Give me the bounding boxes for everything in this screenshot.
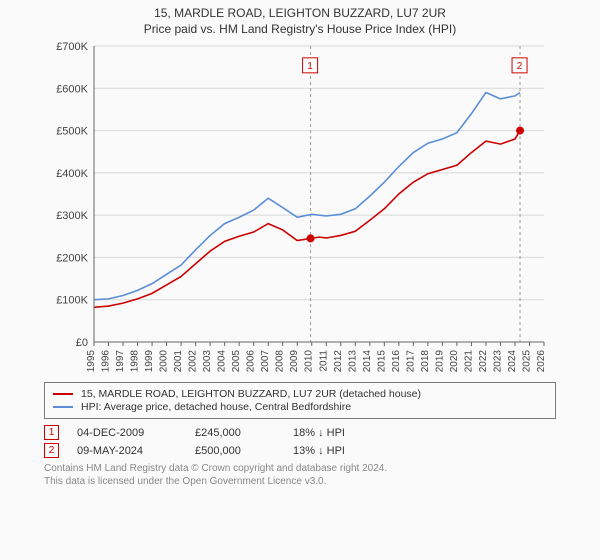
svg-text:2015: 2015: [376, 350, 387, 373]
svg-text:2003: 2003: [202, 350, 213, 373]
legend-swatch: [53, 406, 73, 408]
legend-label: 15, MARDLE ROAD, LEIGHTON BUZZARD, LU7 2…: [81, 388, 421, 400]
attribution-footer: Contains HM Land Registry data © Crown c…: [44, 462, 556, 488]
svg-text:£300K: £300K: [56, 210, 88, 222]
svg-text:2001: 2001: [173, 350, 184, 373]
footer-line-1: Contains HM Land Registry data © Crown c…: [44, 462, 556, 475]
svg-text:2018: 2018: [420, 350, 431, 373]
svg-text:2004: 2004: [217, 350, 228, 373]
svg-text:2006: 2006: [246, 350, 257, 373]
record-date: 09-MAY-2024: [77, 445, 177, 457]
svg-text:1998: 1998: [130, 350, 141, 373]
svg-text:2002: 2002: [188, 350, 199, 373]
chart-container: 15, MARDLE ROAD, LEIGHTON BUZZARD, LU7 2…: [0, 0, 600, 560]
svg-text:1: 1: [307, 61, 313, 72]
record-marker: 1: [44, 425, 59, 440]
svg-text:2016: 2016: [391, 350, 402, 373]
record-price: £500,000: [195, 445, 275, 457]
svg-text:£500K: £500K: [56, 126, 88, 138]
svg-text:£100K: £100K: [56, 295, 88, 307]
record-price: £245,000: [195, 427, 275, 439]
svg-text:2010: 2010: [304, 350, 315, 373]
svg-text:2022: 2022: [478, 350, 489, 373]
svg-text:2026: 2026: [536, 350, 547, 373]
svg-text:1996: 1996: [101, 350, 112, 373]
svg-text:2020: 2020: [449, 350, 460, 373]
svg-text:1997: 1997: [115, 350, 126, 373]
svg-text:2017: 2017: [405, 350, 416, 373]
legend-item: HPI: Average price, detached house, Cent…: [53, 401, 547, 413]
svg-text:2009: 2009: [289, 350, 300, 373]
svg-text:2: 2: [517, 61, 523, 72]
footer-line-2: This data is licensed under the Open Gov…: [44, 475, 556, 488]
record-date: 04-DEC-2009: [77, 427, 177, 439]
legend-label: HPI: Average price, detached house, Cent…: [81, 401, 351, 413]
legend: 15, MARDLE ROAD, LEIGHTON BUZZARD, LU7 2…: [44, 382, 556, 419]
svg-text:2013: 2013: [347, 350, 358, 373]
svg-text:2023: 2023: [492, 350, 503, 373]
svg-text:1995: 1995: [86, 350, 97, 373]
sale-records: 1 04-DEC-2009 £245,000 18% ↓ HPI 2 09-MAY-202…: [44, 425, 556, 458]
svg-text:£600K: £600K: [56, 83, 88, 95]
svg-text:1999: 1999: [144, 350, 155, 373]
sale-record-row: 2 09-MAY-2024 £500,000 13% ↓ HPI: [44, 443, 556, 458]
svg-text:£700K: £700K: [56, 41, 88, 53]
svg-text:2024: 2024: [507, 350, 518, 373]
svg-text:£400K: £400K: [56, 168, 88, 180]
svg-text:2014: 2014: [362, 350, 373, 373]
chart-title-address: 15, MARDLE ROAD, LEIGHTON BUZZARD, LU7 2…: [0, 6, 600, 20]
svg-text:2007: 2007: [260, 350, 271, 373]
svg-text:£200K: £200K: [56, 252, 88, 264]
svg-text:2021: 2021: [463, 350, 474, 373]
legend-item: 15, MARDLE ROAD, LEIGHTON BUZZARD, LU7 2…: [53, 388, 547, 400]
legend-swatch: [53, 393, 73, 395]
svg-text:2005: 2005: [231, 350, 242, 373]
svg-text:2000: 2000: [159, 350, 170, 373]
svg-text:2019: 2019: [434, 350, 445, 373]
svg-text:2025: 2025: [521, 350, 532, 373]
svg-text:2008: 2008: [275, 350, 286, 373]
svg-text:2012: 2012: [333, 350, 344, 373]
svg-text:2011: 2011: [318, 350, 329, 372]
record-delta: 18% ↓ HPI: [293, 427, 383, 439]
chart-titles: 15, MARDLE ROAD, LEIGHTON BUZZARD, LU7 2…: [0, 0, 600, 36]
chart-title-subtitle: Price paid vs. HM Land Registry's House …: [0, 22, 600, 36]
line-chart: £0 £100K £200K £300K £400K £500K £600K £700K 199…: [40, 36, 560, 376]
record-delta: 13% ↓ HPI: [293, 445, 383, 457]
sale-record-row: 1 04-DEC-2009 £245,000 18% ↓ HPI: [44, 425, 556, 440]
svg-text:£0: £0: [76, 337, 88, 349]
record-marker: 2: [44, 443, 59, 458]
